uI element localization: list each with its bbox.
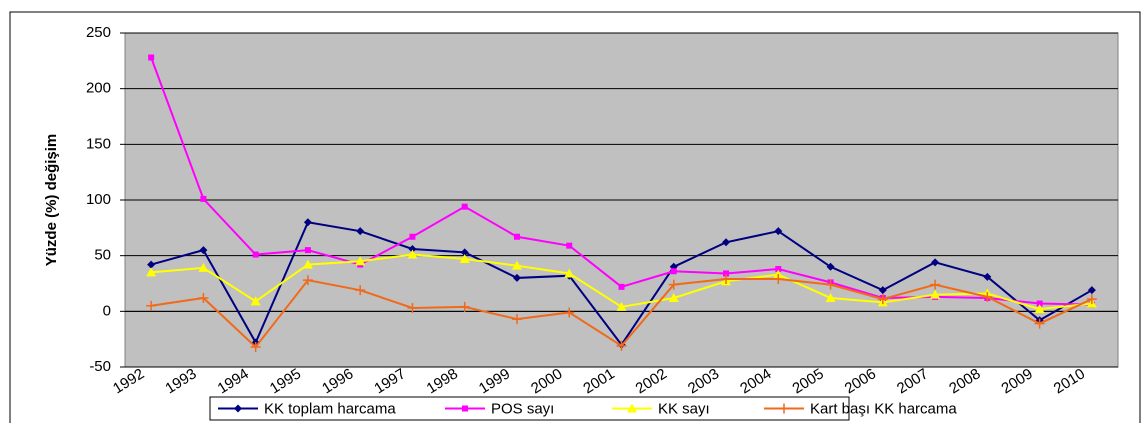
- legend-box: [209, 396, 850, 421]
- marker: [722, 238, 731, 247]
- marker: [147, 260, 156, 269]
- marker: [252, 251, 259, 258]
- marker: [1036, 300, 1043, 307]
- marker: [302, 259, 313, 269]
- marker: [234, 404, 242, 413]
- marker: [198, 292, 209, 303]
- marker: [564, 268, 575, 278]
- marker: [511, 260, 522, 270]
- marker: [146, 267, 157, 277]
- marker: [1034, 318, 1045, 329]
- y-tick-label: 0: [103, 302, 111, 319]
- marker: [302, 275, 313, 286]
- marker: [564, 307, 575, 318]
- marker: [250, 296, 261, 306]
- marker: [513, 233, 520, 240]
- marker: [721, 274, 732, 285]
- y-tick-label: 150: [86, 135, 111, 152]
- marker: [983, 272, 992, 281]
- marker: [146, 300, 157, 311]
- marker: [408, 244, 417, 253]
- marker: [250, 341, 261, 352]
- marker: [1086, 294, 1097, 305]
- marker: [826, 262, 835, 271]
- legend-label: POS sayı: [491, 400, 554, 417]
- marker: [200, 195, 207, 202]
- marker: [198, 262, 209, 272]
- marker: [930, 289, 941, 299]
- marker: [825, 292, 836, 302]
- legend-label: Kart başı KK harcama: [810, 400, 957, 417]
- marker: [670, 268, 677, 275]
- marker: [616, 340, 627, 351]
- marker: [303, 218, 312, 227]
- marker: [668, 292, 679, 302]
- marker: [356, 227, 365, 236]
- marker: [511, 314, 522, 325]
- marker: [930, 279, 941, 290]
- marker: [1034, 304, 1045, 314]
- marker: [825, 279, 836, 290]
- marker: [512, 273, 521, 282]
- marker: [627, 403, 637, 413]
- marker: [459, 254, 470, 264]
- marker: [148, 54, 155, 61]
- marker: [774, 227, 783, 236]
- y-tick-label: 200: [86, 80, 111, 97]
- marker: [407, 249, 418, 259]
- marker: [616, 301, 627, 311]
- marker: [982, 291, 993, 302]
- marker: [566, 242, 573, 249]
- marker: [407, 302, 418, 313]
- marker: [459, 301, 470, 312]
- marker: [355, 285, 366, 296]
- marker: [355, 256, 366, 266]
- y-tick-label: 100: [86, 191, 111, 208]
- marker: [462, 405, 468, 412]
- marker: [878, 286, 887, 295]
- marker: [199, 246, 208, 255]
- marker: [460, 248, 469, 257]
- marker: [775, 266, 782, 273]
- marker: [304, 247, 311, 254]
- y-tick-label: 250: [86, 24, 111, 41]
- y-axis-label: Yüzde (%) değişim: [43, 134, 60, 267]
- marker: [1087, 286, 1096, 295]
- marker: [773, 274, 784, 285]
- marker: [409, 233, 416, 240]
- marker: [461, 203, 468, 210]
- marker: [877, 294, 888, 305]
- y-tick-label: 50: [94, 247, 111, 264]
- marker: [931, 258, 940, 267]
- marker: [779, 403, 789, 414]
- legend-label: KK sayı: [658, 400, 710, 417]
- y-tick-label: -50: [89, 358, 111, 375]
- marker: [668, 279, 679, 290]
- legend-label: KK toplam harcama: [264, 400, 396, 417]
- marker: [723, 270, 730, 277]
- marker: [618, 283, 625, 290]
